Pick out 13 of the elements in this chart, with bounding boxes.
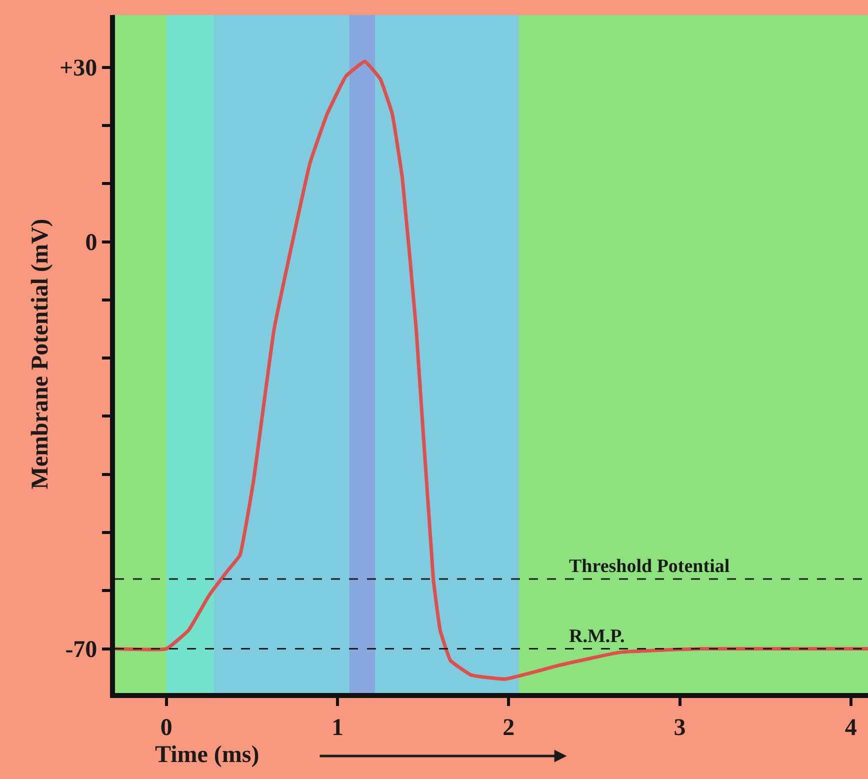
ref-line-label: Threshold Potential — [569, 556, 730, 577]
y-tick-label: -70 — [65, 637, 98, 664]
line-series — [115, 60, 868, 681]
x-tick-label: 3 — [674, 714, 686, 741]
y-tick-label: +30 — [60, 56, 98, 82]
ref-line-label: R.M.P. — [569, 626, 625, 647]
y-tick-label: 0 — [85, 230, 98, 256]
y-axis-title: Membrane Potential (mV) — [28, 218, 54, 490]
x-tick-label: 1 — [331, 714, 344, 741]
x-axis-title: Time (ms) — [155, 742, 260, 768]
x-tick-label: 4 — [844, 714, 857, 741]
x-tick-label: 0 — [160, 714, 172, 741]
x-tick-label: 2 — [502, 714, 515, 741]
